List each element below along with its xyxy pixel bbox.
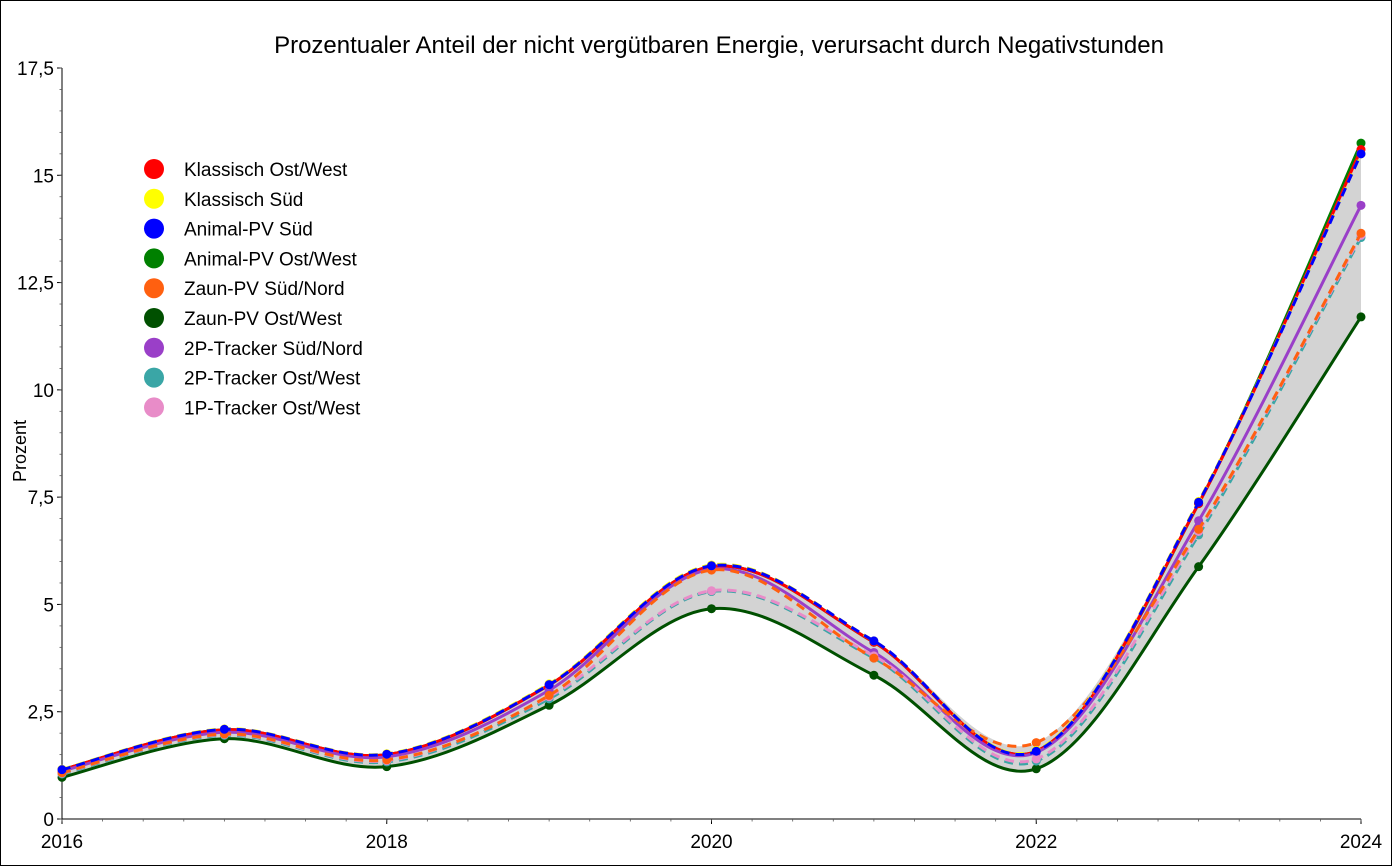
x-tick-label: 2020: [690, 832, 732, 853]
data-point: [1031, 764, 1041, 774]
series-line-klassisch-ost-west: [61, 148, 1363, 772]
data-point: [1194, 562, 1204, 572]
y-tick-label: 10: [33, 381, 54, 402]
series-lines: [57, 138, 1366, 782]
y-tick-label: 7,5: [28, 488, 54, 509]
data-point: [219, 724, 229, 734]
legend-item-1p-tracker-ost-west: 1P-Tracker Ost/West: [144, 397, 361, 419]
data-point: [544, 690, 554, 700]
y-tick-label: 12,5: [17, 274, 54, 295]
legend-marker: [144, 159, 164, 179]
data-point: [869, 670, 879, 680]
data-point: [1031, 754, 1041, 764]
series-line-2p-tracker-s-d-nord: [61, 204, 1363, 773]
data-point: [1356, 138, 1366, 148]
series-line-animal-pv-s-d: [61, 153, 1363, 772]
y-tick-label: 2,5: [28, 703, 54, 724]
data-point: [1031, 738, 1041, 748]
chart-title: Prozentualer Anteil der nicht vergütbare…: [274, 32, 1164, 59]
data-point: [544, 700, 554, 710]
legend-marker: [144, 308, 164, 328]
legend-item-2p-tracker-ost-west: 2P-Tracker Ost/West: [144, 367, 361, 390]
series-animal-pv-s-d: [57, 149, 1366, 775]
data-point: [544, 680, 554, 690]
legend-marker: [144, 367, 164, 388]
data-point: [869, 636, 879, 646]
legend-marker: [144, 278, 164, 299]
data-point: [1356, 312, 1366, 322]
y-tick-label: 15: [33, 166, 54, 187]
data-point: [707, 604, 716, 614]
data-point: [869, 653, 879, 663]
x-tick-label: 2016: [41, 832, 83, 853]
y-tick-label: 0: [43, 810, 54, 831]
data-point: [1194, 497, 1204, 507]
axes: 0 2,5 5 7,5 10 12,5 15 17,5 2016 2018 2020 2022 2024: [17, 59, 1383, 853]
legend-item-zaun-pv-ost-west: Zaun-PV Ost/West: [144, 308, 343, 330]
legend: Klassisch Ost/West Klassisch Süd Animal-PV…: [144, 159, 363, 419]
y-tick-label: 17,5: [17, 59, 54, 80]
series-line-klassisch-s-d: [61, 153, 1363, 771]
legend-item-klassisch-s-d: Klassisch Süd: [144, 188, 303, 211]
legend-label: Klassisch Süd: [184, 190, 303, 211]
legend-marker: [144, 188, 164, 209]
legend-item-animal-pv-ost-west: Animal-PV Ost/West: [144, 248, 358, 270]
legend-label: 2P-Tracker Süd/Nord: [184, 339, 363, 360]
legend-label: Zaun-PV Ost/West: [184, 309, 343, 330]
x-tick-label: 2024: [1340, 832, 1383, 853]
legend-marker: [144, 397, 164, 418]
legend-item-zaun-pv-s-d-nord: Zaun-PV Süd/Nord: [144, 278, 345, 300]
legend-item-klassisch-ost-west: Klassisch Ost/West: [144, 159, 348, 181]
y-tick-label: 5: [43, 595, 54, 616]
data-point: [707, 586, 716, 596]
data-point: [1356, 149, 1366, 159]
legend-label: Animal-PV Süd: [184, 220, 313, 241]
legend-marker: [144, 337, 164, 358]
legend-marker: [144, 248, 164, 269]
data-point: [1194, 524, 1204, 534]
legend-label: 2P-Tracker Ost/West: [184, 369, 361, 390]
legend-label: Zaun-PV Süd/Nord: [184, 279, 345, 300]
data-point: [1031, 746, 1041, 756]
data-point: [1356, 200, 1366, 210]
legend-item-animal-pv-s-d: Animal-PV Süd: [144, 218, 313, 241]
data-point: [707, 561, 716, 571]
legend-item-2p-tracker-s-d-nord: 2P-Tracker Süd/Nord: [144, 337, 363, 360]
legend-label: Animal-PV Ost/West: [184, 249, 358, 270]
y-axis-label: Prozent: [10, 420, 30, 482]
legend-label: 1P-Tracker Ost/West: [184, 398, 361, 419]
series-klassisch-s-d: [57, 149, 1366, 774]
x-tick-label: 2022: [1015, 832, 1057, 853]
legend-marker: [144, 218, 164, 239]
series-line-zaun-pv-ost-west: [61, 316, 1363, 779]
x-tick-label: 2018: [366, 832, 408, 853]
data-point: [382, 749, 392, 759]
data-point: [1356, 228, 1366, 238]
legend-label: Klassisch Ost/West: [184, 160, 348, 181]
data-point: [57, 765, 67, 775]
